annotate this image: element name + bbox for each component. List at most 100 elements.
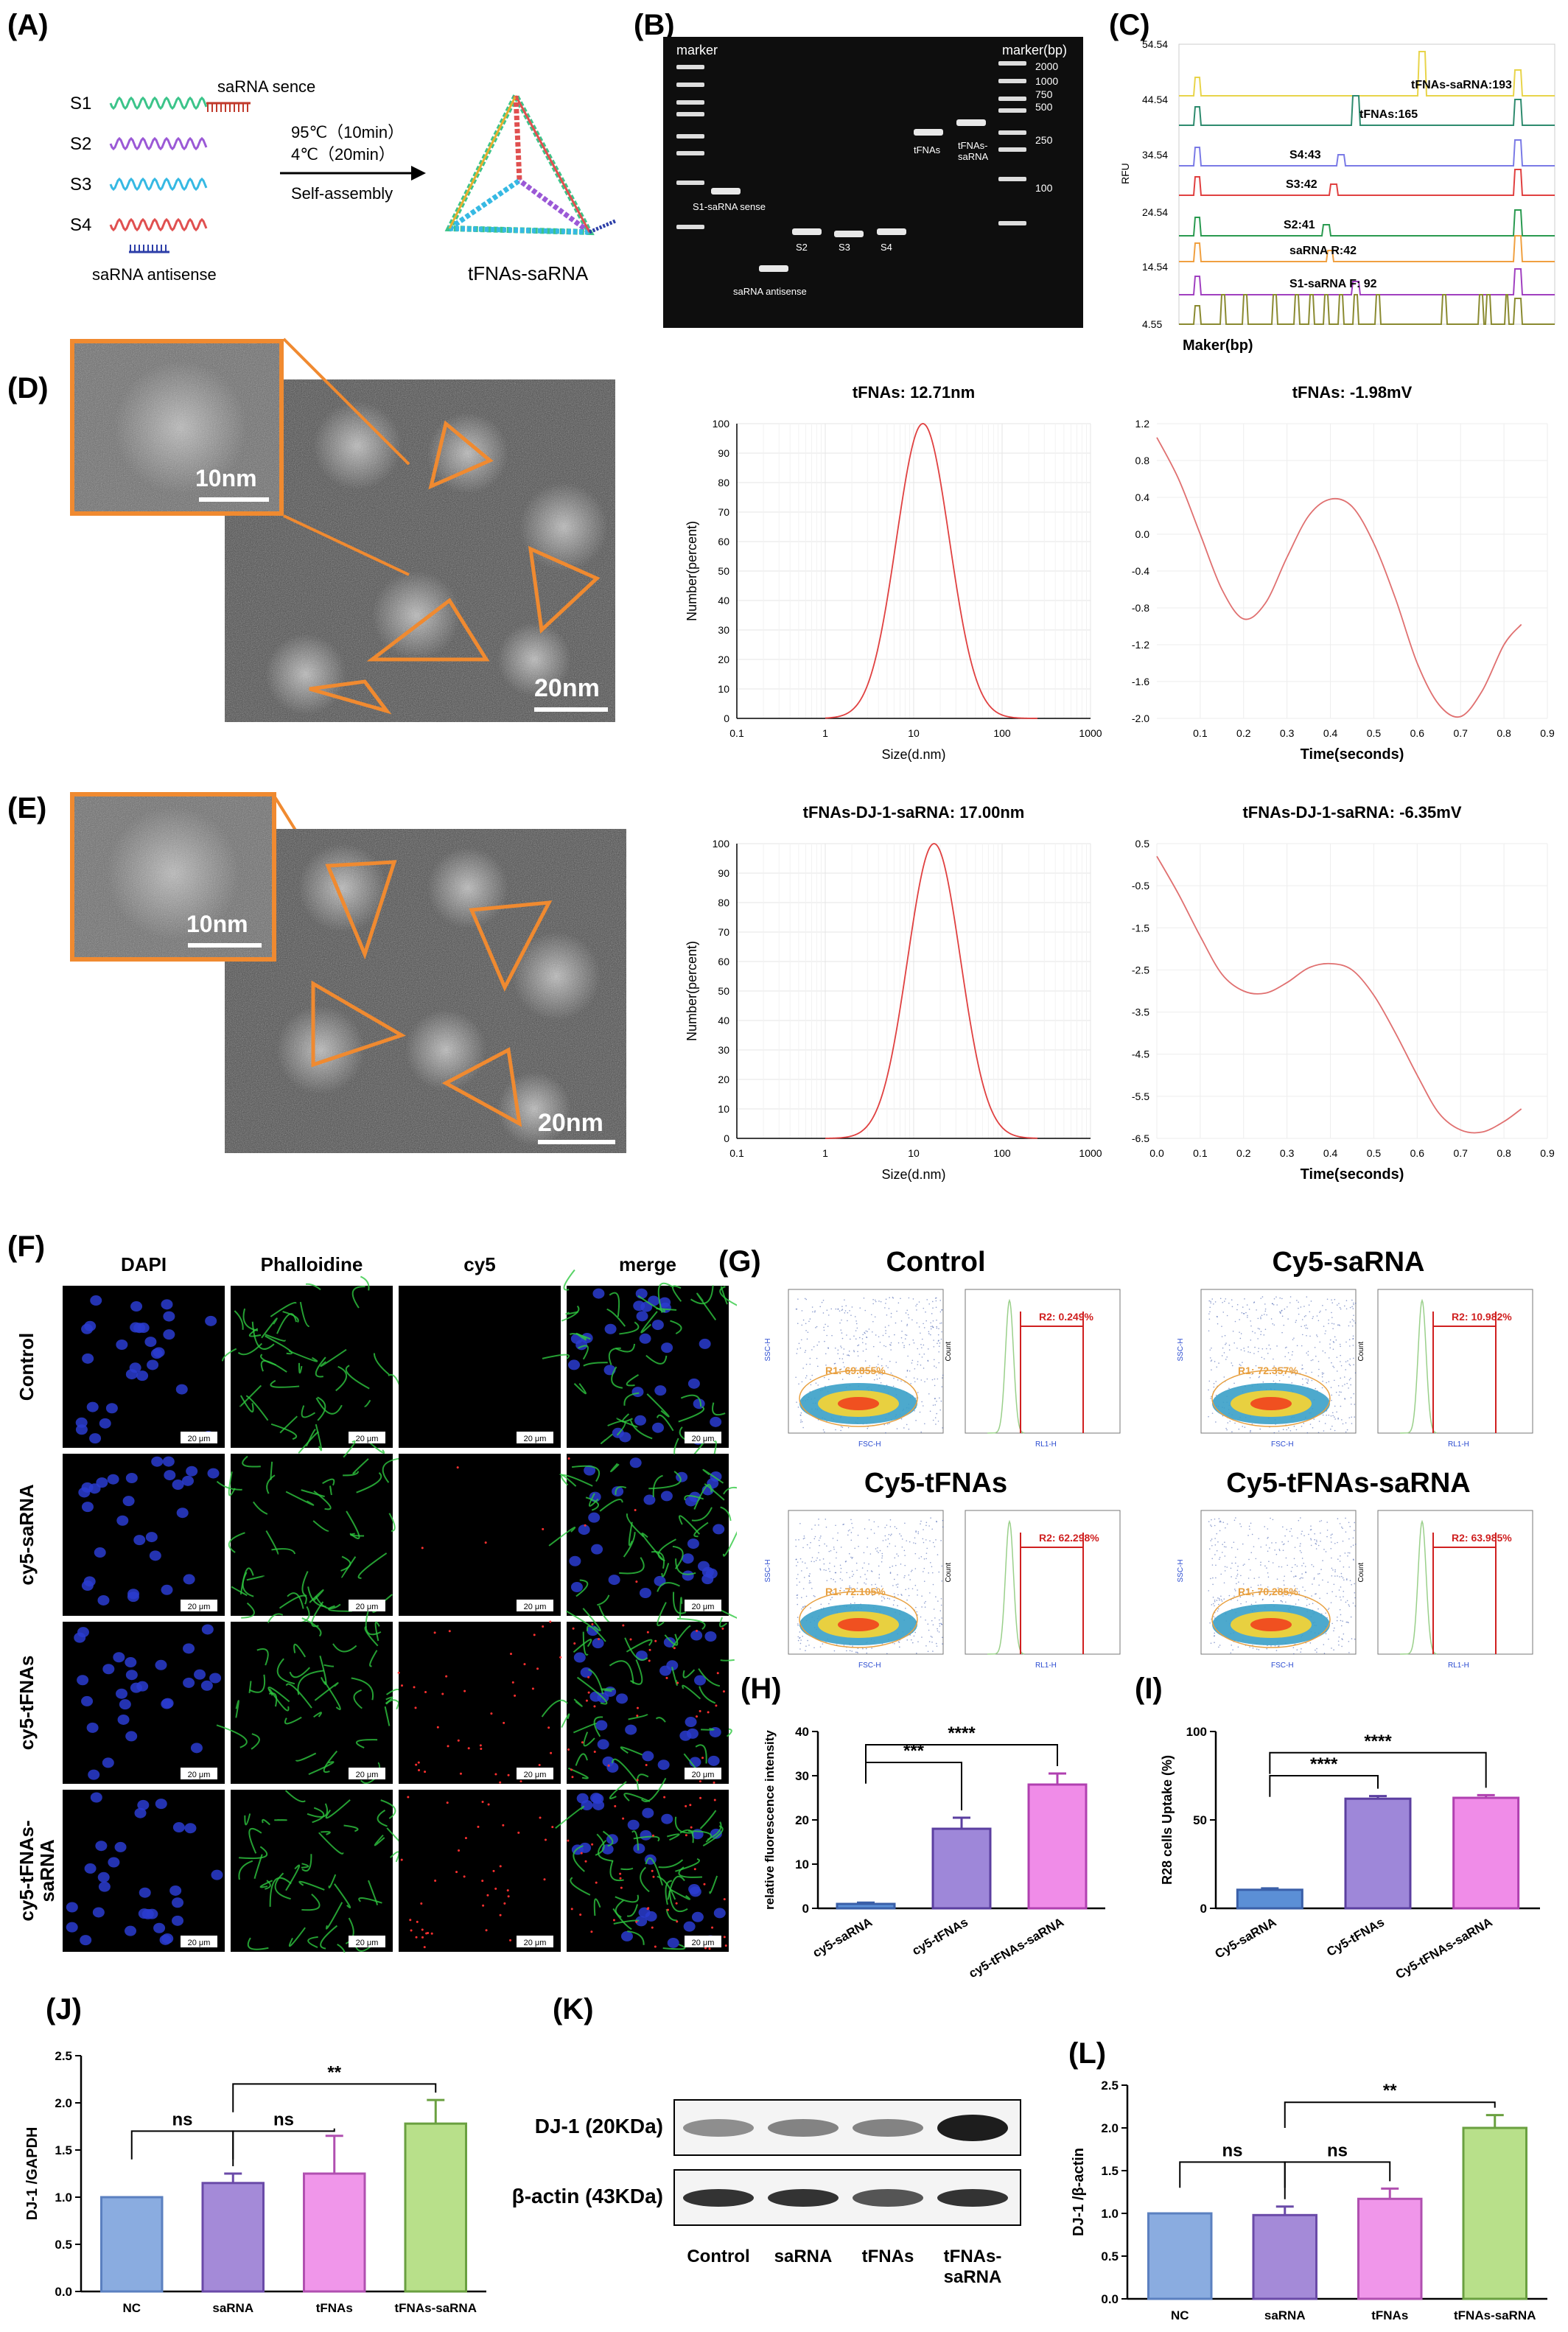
rl1-label: RL1-H (1448, 1440, 1469, 1449)
panel-label-h: (H) (741, 1673, 782, 1705)
lane-label: tFNAs- (958, 140, 987, 151)
x-tick: 1000 (1079, 727, 1102, 739)
micro-row-label: cy5-tFNAs- (15, 1820, 38, 1921)
count-label: Count (945, 1563, 953, 1583)
sig-label: ** (327, 2062, 341, 2082)
count-label: Count (1357, 1563, 1365, 1583)
sig-bracket (1269, 1751, 1487, 1788)
y-tick: 2.0 (55, 2096, 72, 2110)
y-tick: 20 (795, 1813, 809, 1827)
micro-scale-label: 20 μm (356, 1603, 379, 1611)
product-label: tFNAs-saRNA (468, 262, 589, 284)
y-tick: -2.0 (1132, 712, 1149, 724)
chart-title: tFNAs: -1.98mV (1292, 383, 1413, 402)
zeta-curve (1156, 437, 1522, 718)
y-tick: 40 (718, 1015, 729, 1026)
y-tick: 1.5 (1101, 2164, 1119, 2178)
ssc-label: SSC-H (1177, 1559, 1185, 1582)
bp-label: 750 (1035, 88, 1053, 100)
blot-row-label: β-actin (43KDa) (512, 2185, 663, 2207)
rl1-label: RL1-H (1035, 1440, 1057, 1449)
scale-main-d: 20nm (534, 674, 600, 702)
y-tick: 0.4 (1135, 491, 1150, 503)
sample-band (877, 228, 906, 235)
lane-label: saRNA antisense (733, 286, 807, 297)
x-tick: 0.7 (1453, 727, 1468, 739)
marker-band (998, 147, 1026, 152)
sig-bracket (865, 1744, 1058, 1766)
x-tick: 0.5 (1367, 1147, 1382, 1159)
y-tick: 90 (718, 447, 729, 459)
marker-band (676, 100, 704, 105)
x-tick: 0.1 (729, 727, 744, 739)
sarna-sense-label: saRNA sence (217, 77, 315, 96)
x-tick: cy5-tFNAs (910, 1915, 970, 1958)
y-tick: 10 (795, 1857, 809, 1871)
x-tick: 1 (822, 1147, 828, 1159)
sample-band (914, 129, 943, 136)
marker-band (998, 108, 1026, 113)
blot-band (768, 2119, 839, 2137)
sig-bracket (1284, 2101, 1496, 2128)
y-tick: 1.2 (1135, 418, 1150, 430)
blot-band (853, 2189, 923, 2207)
marker-band (676, 112, 704, 116)
sig-bracket (1269, 1775, 1379, 1797)
marker-band (998, 221, 1026, 225)
chart-title: tFNAs-DJ-1-saRNA: 17.00nm (803, 803, 1025, 822)
bar (836, 1902, 896, 1910)
y-tick: 0.5 (55, 2238, 72, 2252)
x-axis-label: Size(d.nm) (881, 1167, 945, 1182)
micro-scale-label: 20 μm (188, 1603, 211, 1611)
x-tick: 0.1 (1193, 1147, 1208, 1159)
bar (1462, 2126, 1527, 2300)
y-tick: -1.6 (1132, 676, 1149, 687)
micro-tile (231, 1790, 393, 1952)
panel-label-c: (C) (1109, 9, 1150, 41)
bp-label: 250 (1035, 134, 1053, 146)
lane-label: S1-saRNA sense (693, 201, 766, 212)
y-tick: -1.5 (1132, 922, 1149, 934)
capillary-trace (1179, 169, 1555, 196)
marker-band (998, 177, 1026, 181)
fsc-label: FSC-H (858, 1440, 881, 1449)
lane-label: S3 (839, 242, 850, 253)
bar (1344, 1797, 1412, 1910)
sig-label: **** (948, 1723, 976, 1743)
y-tick: 1.0 (55, 2191, 72, 2205)
bp-label: 100 (1035, 182, 1053, 194)
dls-chart-d: tFNAs: 12.71nm 0 10 20 30 40 50 60 70 80 90 100 0.1 1… (685, 383, 1102, 762)
panel-label-f: (F) (7, 1230, 46, 1263)
histogram-curve (987, 1298, 1025, 1434)
micro-row-label: saRNA (36, 1839, 58, 1902)
blot-band (683, 2119, 754, 2137)
sig-label: **** (1364, 1732, 1392, 1751)
tetrahedron-icon (444, 89, 616, 236)
y-tick: 70 (718, 926, 729, 938)
strand-label: S4 (70, 215, 91, 235)
r2-label: R2: 10.982% (1452, 1311, 1512, 1323)
capillary-trace (1179, 268, 1555, 295)
x-axis-label: Time(seconds) (1301, 746, 1404, 763)
x-tick: 0.7 (1453, 1147, 1468, 1159)
flow-group-title: Cy5-tFNAs (864, 1468, 1007, 1499)
sarna-antisense-label: saRNA antisense (92, 265, 217, 284)
x-tick: Cy5-tFNAs (1324, 1915, 1387, 1959)
y-tick: 20 (718, 1074, 729, 1085)
tem-inset-d: 10nm (70, 339, 284, 516)
blot-band (937, 2115, 1008, 2141)
flow-group-title: Control (886, 1247, 985, 1278)
bar (1452, 1796, 1520, 1910)
bar (1147, 2212, 1213, 2300)
trace-label: S1-saRNA F: 92 (1289, 278, 1377, 290)
x-tick: tFNAs (1371, 2308, 1408, 2322)
r1-label: R1: 70.285% (1238, 1586, 1298, 1597)
rfu-tick: 34.54 (1142, 149, 1168, 161)
y-axis-label: DJ-1 /β-actin (1071, 2148, 1087, 2236)
scale-inset-e: 10nm (186, 911, 248, 937)
x-tick: tFNAs (316, 2301, 353, 2315)
micro-scale-label: 20 μm (692, 1435, 715, 1443)
y-tick: 50 (718, 985, 729, 997)
y-tick: 0.5 (1135, 838, 1150, 850)
zeta-chart-d: tFNAs: -1.98mV 1.2 0.8 0.4 0.0 -0.4 -0.8 -1.2 -1… (1132, 383, 1555, 763)
